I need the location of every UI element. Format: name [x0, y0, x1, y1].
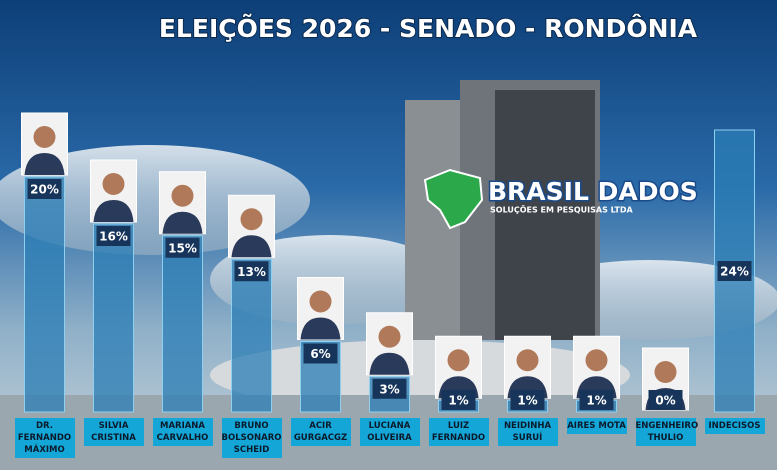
value-label-box: [579, 390, 614, 410]
photo-head: [309, 290, 332, 313]
value-label-box: [441, 390, 476, 410]
candidate-photo: [228, 194, 275, 258]
candidate-photo: [159, 171, 206, 235]
x-tick-label: AIRES MOTA: [566, 418, 627, 434]
photo-body: [24, 153, 65, 175]
value-label-box: [510, 390, 545, 410]
logo-name: BRASIL DADOS: [488, 177, 698, 206]
photo-head: [378, 325, 401, 348]
value-label: 24%: [720, 265, 749, 279]
value-label: 15%: [168, 241, 197, 255]
value-label-box: [717, 261, 752, 281]
photo-head: [516, 349, 539, 372]
bar: [93, 223, 134, 413]
value-label-box: [372, 378, 407, 399]
value-label: 6%: [310, 347, 330, 361]
photo-head: [585, 349, 608, 372]
candidate-photo: [21, 112, 68, 176]
value-label-box: [234, 261, 269, 282]
x-tick-label: DR. FERNANDO MÁXIMO: [14, 418, 75, 458]
x-tick-label: LUCIANA OLIVEIRA: [359, 418, 420, 446]
x-tick-label: SILVIA CRISTINA: [83, 418, 144, 446]
candidate-photo: [297, 277, 344, 340]
chart-title: ELEIÇÕES 2026 - SENADO - RONDÔNIA: [159, 13, 698, 43]
photo-head: [171, 184, 194, 207]
photo-body: [93, 200, 134, 222]
candidate-photo: [573, 335, 620, 399]
candidate-photo: [366, 312, 413, 376]
bar: [231, 258, 272, 413]
candidate-photo: [435, 335, 482, 399]
value-label-box: [96, 226, 131, 246]
value-label: 1%: [517, 394, 537, 408]
value-label: 16%: [99, 230, 128, 244]
photo-head: [447, 349, 470, 372]
bar: [24, 176, 65, 413]
photo-body: [369, 352, 410, 375]
value-label: 20%: [30, 183, 59, 197]
x-tick-label: INDECISOS: [704, 418, 765, 434]
x-tick-label: NEIDINHA SURUÍ: [497, 418, 558, 446]
value-label: 13%: [237, 265, 266, 279]
value-label: 1%: [586, 394, 606, 408]
photo-head: [240, 208, 263, 231]
x-tick-label: LUIZ FERNANDO: [428, 418, 489, 446]
logo: BRASIL DADOS SOLUÇÕES EM PESQUISAS LTDA: [423, 168, 699, 230]
candidate-photo: [90, 159, 137, 223]
x-tick-label: ACIR GURGACGZ: [290, 418, 351, 446]
value-label: 0%: [655, 394, 675, 408]
x-tick-label: MARIANA CARVALHO: [152, 418, 213, 446]
value-label-box: [648, 390, 683, 410]
x-tick-label: BRUNO BOLSONARO SCHEID: [221, 418, 282, 458]
photo-body: [231, 235, 272, 258]
value-label: 1%: [448, 394, 468, 408]
x-tick-label: ENGENHEIRO THULIO: [635, 418, 698, 446]
photo-head: [654, 361, 677, 383]
photo-body: [300, 317, 341, 340]
bar: [162, 235, 203, 413]
photo-head: [33, 126, 56, 148]
value-label: 3%: [379, 382, 399, 396]
photo-head: [102, 173, 125, 195]
logo-tagline: SOLUÇÕES EM PESQUISAS LTDA: [490, 204, 634, 215]
value-label-box: [27, 179, 62, 199]
value-label-box: [165, 237, 200, 258]
value-label-box: [303, 343, 338, 364]
candidate-photo: [504, 335, 551, 399]
photo-body: [162, 211, 203, 234]
